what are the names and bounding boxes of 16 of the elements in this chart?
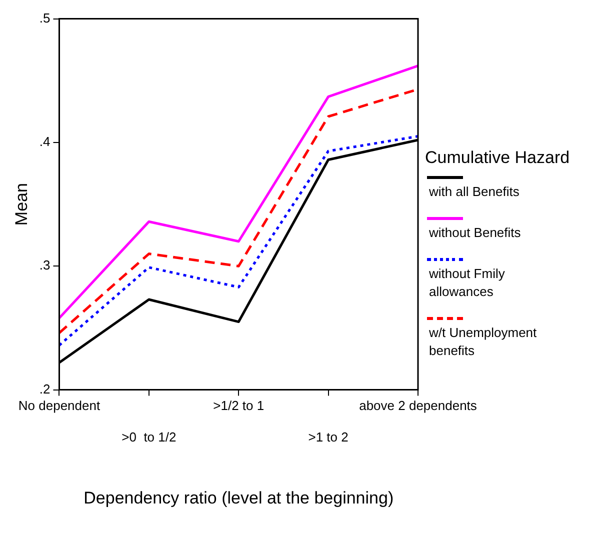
y-tick-label: .5	[39, 10, 50, 26]
y-tick-label: .2	[39, 381, 50, 396]
x-tick-label: >0 to 1/2	[122, 429, 176, 444]
legend-title: Cumulative Hazard	[425, 148, 571, 168]
x-tick-label: No dependent	[18, 398, 100, 414]
y-axis-title: Mean	[12, 183, 31, 226]
y-tick-label: .4	[39, 134, 50, 150]
legend-label: without Fmily allowances	[429, 265, 506, 301]
x-tick-label: >1/2 to 1	[213, 398, 264, 414]
legend-label: w/t Unemployment benefits	[429, 324, 538, 360]
legend-label: with all Benefits	[429, 183, 520, 201]
x-tick-label: above 2 dependents	[359, 398, 478, 414]
x-tick-label: >1 to 2	[308, 429, 348, 444]
y-tick-label: .3	[39, 258, 50, 273]
x-axis-title: Dependency ratio (level at the beginning)	[84, 488, 394, 508]
legend-label: without Benefits	[429, 224, 522, 242]
